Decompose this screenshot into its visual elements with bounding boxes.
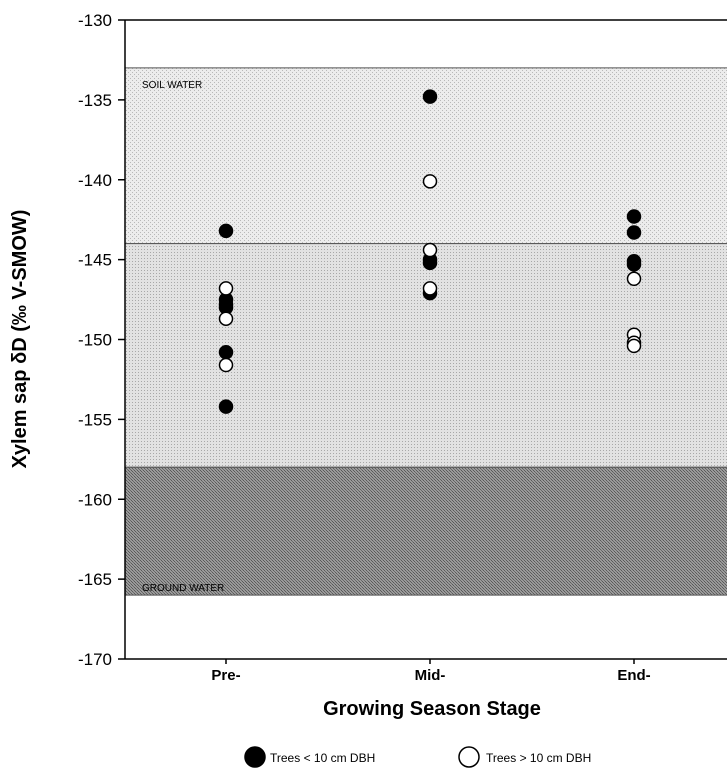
point-large-trees [218,311,234,326]
point-large-trees [422,281,438,296]
point-large-trees [626,271,642,287]
y-tick-label: -165 [78,570,112,589]
point-small-trees [218,223,234,239]
y-tick-label: -130 [78,11,112,30]
point-large-trees [422,174,438,189]
y-tick-label: -145 [78,251,112,270]
legend-label-large-trees: Trees > 10 cm DBH [486,751,591,765]
point-large-trees [422,242,438,258]
y-tick-label: -150 [78,331,112,350]
point-small-trees [422,89,438,104]
point-small-trees [626,257,642,272]
legend-label-small-trees: Trees < 10 cm DBH [270,751,375,765]
band-label-soil-water: SOIL WATER [142,80,202,91]
band-region-2 [125,467,727,596]
x-tick-label: Pre- [211,667,240,684]
point-large-trees [218,357,234,373]
point-large-trees [218,281,234,296]
x-tick-label: Mid- [415,667,446,684]
legend-marker-large-trees [458,746,480,768]
point-small-trees [218,345,234,360]
legend-marker-small-trees [244,746,266,768]
point-small-trees [422,255,438,271]
point-small-trees [218,399,234,414]
y-tick-label: -155 [78,410,112,429]
legend: Trees < 10 cm DBH Trees > 10 cm DBH [244,746,591,768]
y-tick-label: -140 [78,171,112,190]
point-small-trees [626,225,642,240]
x-tick-label: End- [617,667,650,684]
point-large-trees [626,338,642,354]
x-axis-title: Growing Season Stage [323,698,541,720]
y-axis-title: Xylem sap δD (‰ V-SMOW) [9,210,31,469]
point-small-trees [626,209,642,224]
y-tick-label: -170 [78,650,112,669]
band-label-ground-water: GROUND WATER [142,583,224,594]
y-tick-label: -135 [78,91,112,110]
y-tick-label: -160 [78,490,112,509]
